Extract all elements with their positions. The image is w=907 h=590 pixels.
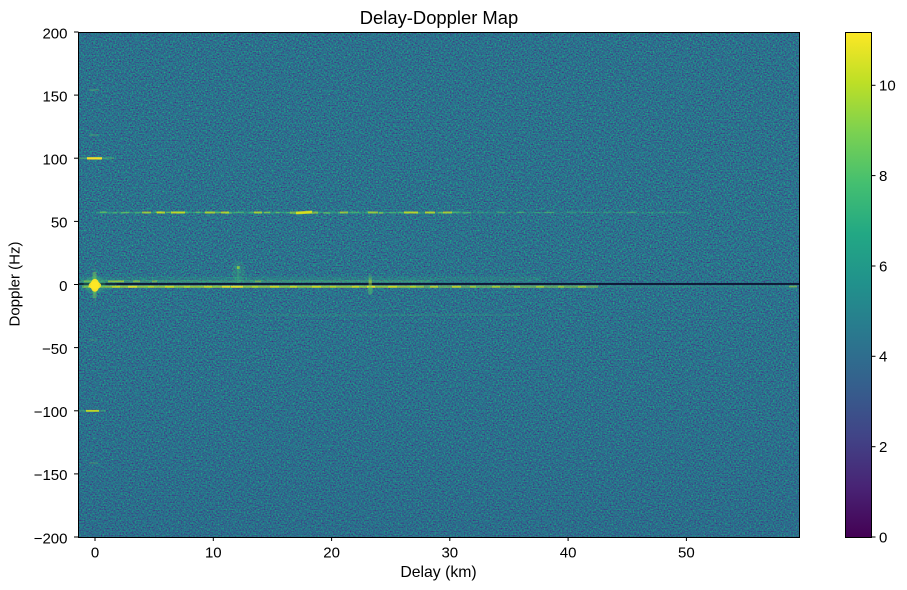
svg-text:10: 10 — [879, 78, 896, 95]
svg-text:0: 0 — [91, 545, 99, 562]
svg-text:4: 4 — [879, 349, 887, 366]
svg-text:−50: −50 — [42, 341, 67, 358]
svg-text:10: 10 — [205, 545, 222, 562]
svg-text:200: 200 — [42, 25, 67, 42]
svg-text:0: 0 — [59, 278, 67, 295]
svg-text:Doppler (Hz): Doppler (Hz) — [7, 241, 24, 326]
svg-text:−100: −100 — [34, 404, 68, 421]
svg-text:Delay-Doppler Map: Delay-Doppler Map — [360, 7, 518, 28]
svg-text:20: 20 — [323, 545, 340, 562]
svg-text:40: 40 — [560, 545, 577, 562]
svg-text:−150: −150 — [34, 467, 68, 484]
svg-text:2: 2 — [879, 439, 887, 456]
svg-text:100: 100 — [42, 152, 67, 169]
svg-text:Delay (km): Delay (km) — [400, 564, 476, 581]
svg-text:0: 0 — [879, 529, 887, 546]
svg-text:6: 6 — [879, 258, 887, 275]
svg-text:30: 30 — [441, 545, 458, 562]
svg-text:50: 50 — [51, 215, 68, 232]
svg-text:8: 8 — [879, 168, 887, 185]
svg-text:−200: −200 — [34, 530, 68, 547]
svg-text:50: 50 — [678, 545, 695, 562]
svg-text:150: 150 — [42, 88, 67, 105]
